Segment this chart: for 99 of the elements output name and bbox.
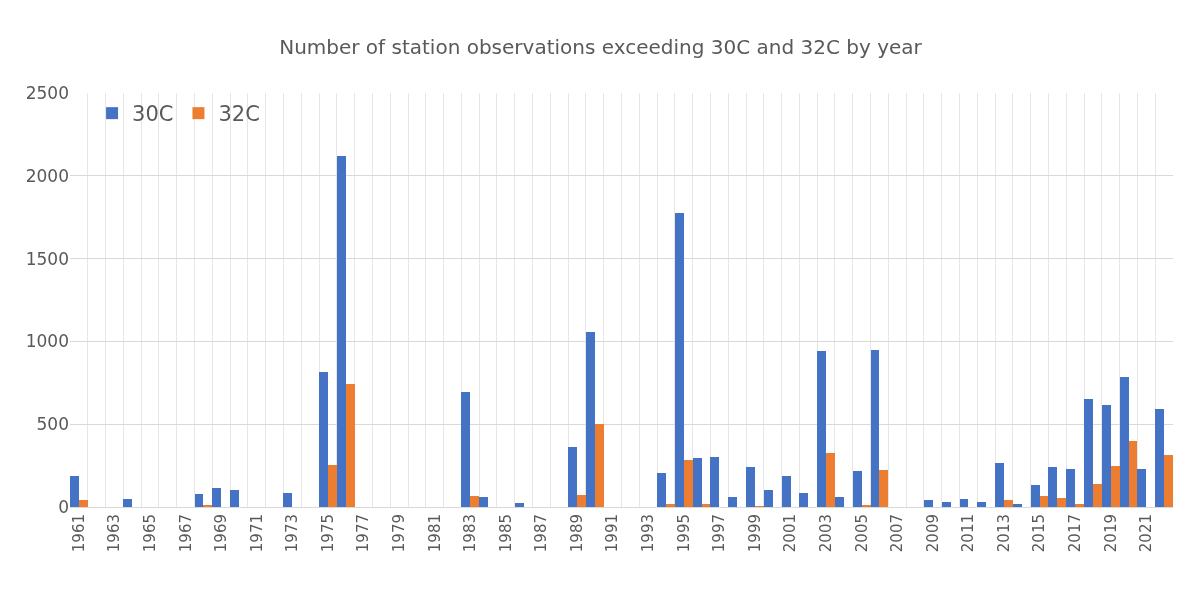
bar xyxy=(1155,409,1164,507)
x-tick-label: 1969 xyxy=(212,514,231,553)
bar xyxy=(337,156,346,507)
bar xyxy=(799,493,808,507)
bar xyxy=(693,458,702,507)
bar xyxy=(826,453,835,507)
y-tick-label: 2500 xyxy=(25,82,69,103)
x-tick-label: 2013 xyxy=(994,514,1013,553)
bar xyxy=(1129,441,1137,507)
x-tick-label: 2001 xyxy=(781,514,800,553)
bar xyxy=(782,476,791,507)
bar xyxy=(666,504,675,507)
bar xyxy=(212,488,221,507)
bar xyxy=(675,213,684,507)
bar xyxy=(853,471,862,507)
x-tick-label: 1997 xyxy=(710,514,729,553)
bar xyxy=(835,497,844,507)
bar xyxy=(746,467,755,507)
bar xyxy=(1137,469,1146,507)
y-tick-label: 2000 xyxy=(25,165,69,186)
x-tick-label: 1987 xyxy=(532,514,551,553)
x-tick-label: 1971 xyxy=(247,514,266,553)
x-tick-label: 1973 xyxy=(283,514,302,553)
x-tick-label: 1993 xyxy=(639,514,658,553)
x-tick-label: 1975 xyxy=(318,514,337,553)
bar xyxy=(346,384,355,507)
bar xyxy=(702,504,710,507)
y-tick-label: 1000 xyxy=(25,331,69,352)
bar xyxy=(657,473,666,507)
y-tick-label: 500 xyxy=(36,414,69,435)
bar xyxy=(70,476,79,507)
y-tick-label: 0 xyxy=(58,496,69,517)
bar xyxy=(479,497,488,507)
bar xyxy=(586,332,595,507)
bar xyxy=(871,350,879,507)
bar xyxy=(470,496,479,507)
bar xyxy=(595,424,604,507)
bar xyxy=(1084,399,1093,507)
x-tick-label: 1961 xyxy=(69,514,88,553)
bar xyxy=(1013,504,1022,507)
x-tick-label: 2005 xyxy=(852,514,871,553)
bar xyxy=(1111,466,1120,507)
bar xyxy=(283,493,292,507)
chart-title: Number of station observations exceeding 30C and 32C by year xyxy=(279,34,923,59)
bar xyxy=(1031,485,1040,507)
bar xyxy=(1075,504,1084,507)
bar xyxy=(1102,405,1111,507)
x-tick-label: 1999 xyxy=(745,514,764,553)
bar xyxy=(977,502,986,507)
bar xyxy=(577,495,586,507)
bar xyxy=(230,490,239,507)
bar xyxy=(728,497,737,507)
legend-label: 30C xyxy=(132,102,174,127)
bar xyxy=(960,499,968,507)
x-tick-label: 1963 xyxy=(105,514,124,553)
bar xyxy=(1040,496,1048,507)
x-tick-label: 2019 xyxy=(1101,514,1120,553)
x-tick-label: 1983 xyxy=(461,514,480,553)
bar xyxy=(1048,467,1057,507)
bar xyxy=(328,465,337,507)
bar xyxy=(319,372,328,507)
x-tick-label: 1965 xyxy=(140,514,159,553)
x-tick-label: 2011 xyxy=(959,514,978,553)
bar xyxy=(1164,455,1173,507)
x-tick-label: 1985 xyxy=(496,514,515,553)
x-tick-label: 2015 xyxy=(1030,514,1049,553)
x-tick-label: 1995 xyxy=(674,514,693,553)
x-tick-label: 1977 xyxy=(354,514,373,553)
bar xyxy=(195,494,203,507)
x-tick-label: 2017 xyxy=(1066,514,1085,553)
y-tick-label: 1500 xyxy=(25,248,69,269)
bar xyxy=(924,500,933,507)
bar xyxy=(995,463,1004,507)
bar xyxy=(1004,500,1013,507)
bar xyxy=(1057,498,1066,507)
x-tick-label: 2009 xyxy=(923,514,942,553)
bar xyxy=(568,447,577,507)
x-tick-label: 1967 xyxy=(176,514,195,553)
bar xyxy=(515,503,524,507)
x-tick-label: 1991 xyxy=(603,514,622,553)
x-tick-label: 1979 xyxy=(389,514,408,553)
bar xyxy=(1120,377,1129,507)
x-tick-label: 2021 xyxy=(1137,514,1156,553)
bar xyxy=(123,499,132,507)
x-tick-label: 1989 xyxy=(567,514,586,553)
bar xyxy=(764,490,773,507)
bar xyxy=(817,351,826,507)
bar xyxy=(710,457,719,507)
bar xyxy=(684,460,693,507)
bar xyxy=(1093,484,1102,507)
bar xyxy=(461,392,470,507)
x-tick-label: 2007 xyxy=(888,514,907,553)
x-tick-label: 1981 xyxy=(425,514,444,553)
bar xyxy=(1066,469,1075,507)
legend-label: 32C xyxy=(218,102,260,127)
bar xyxy=(942,502,951,507)
x-tick-label: 2003 xyxy=(816,514,835,553)
bar xyxy=(79,500,88,507)
bar xyxy=(879,470,888,507)
